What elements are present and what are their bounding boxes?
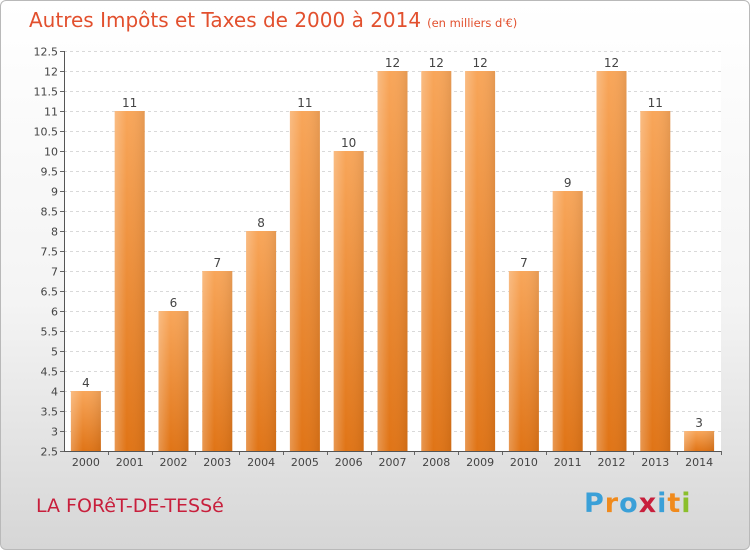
y-tick-label: 5.5 [41,326,59,339]
x-tick-label: 2006 [335,456,363,469]
y-tick-label: 12 [44,66,58,79]
y-tick-label: 4.5 [41,366,59,379]
y-tick-label: 3 [51,426,58,439]
x-tick-label: 2010 [510,456,538,469]
y-tick-label: 8.5 [41,206,59,219]
bar-shading [158,311,189,451]
bar-shading [246,231,277,451]
data-label: 12 [429,56,444,70]
logo-letter: o [619,488,639,519]
y-tick-label: 5 [51,346,58,359]
x-tick-label: 2013 [641,456,669,469]
x-tick-label: 2007 [379,456,407,469]
x-tick-label: 2012 [598,456,626,469]
data-label: 4 [82,376,90,390]
data-label: 10 [341,136,356,150]
bar-shading [465,71,496,451]
data-label: 9 [564,176,572,190]
bar-shading [202,271,233,451]
data-label: 7 [520,256,528,270]
title-block: Autres Impôts et Taxes de 2000 à 2014 (en… [29,8,517,32]
data-label: 7 [213,256,221,270]
bar-shading [377,71,408,451]
bar-shading [70,391,101,451]
data-label: 12 [604,56,619,70]
bar-shading [508,271,539,451]
data-label: 6 [170,296,178,310]
y-tick-label: 4 [51,386,58,399]
y-tick-label: 9.5 [41,166,59,179]
bar-shading [421,71,452,451]
y-tick-label: 10.5 [34,126,59,139]
logo-letter: i [657,488,668,519]
data-label: 11 [122,96,137,110]
bars: 4 11 6 7 8 11 10 12 12 12 7 9 12 11 3 [70,56,715,451]
x-tick-label: 2004 [247,456,275,469]
data-label: 11 [297,96,312,110]
y-tick-label: 6 [51,306,58,319]
y-tick-label: 11.5 [34,86,59,99]
y-tick-label: 8 [51,226,58,239]
x-tick-label: 2011 [554,456,582,469]
x-tick-label: 2005 [291,456,319,469]
bar-shading [640,111,671,451]
data-label: 3 [695,416,703,430]
logo-letter: i [681,488,692,519]
y-tick-label: 11 [44,106,58,119]
logo-letter: t [667,488,682,519]
bar-shading [684,431,715,451]
bar-shading [596,71,627,451]
data-label: 11 [648,96,663,110]
x-tick-label: 2014 [685,456,713,469]
logo-letter: P [584,488,605,519]
x-tick-label: 2003 [203,456,231,469]
bar-shading [114,111,145,451]
x-tick-label: 2002 [160,456,188,469]
y-tick-label: 7.5 [41,246,59,259]
bar-shading [333,151,364,451]
logo-letter: r [604,488,620,519]
y-tick-label: 3.5 [41,406,59,419]
y-tick-label: 6.5 [41,286,59,299]
chart-subtitle: (en milliers d'€) [427,16,518,30]
x-tick-label: 2000 [72,456,100,469]
data-label: 12 [385,56,400,70]
proxiti-logo: Proxiti [584,488,692,519]
commune-name: LA FORêT-DE-TESSé [36,495,224,517]
x-tick-label: 2009 [466,456,494,469]
y-tick-label: 2.5 [41,446,59,459]
chart-title: Autres Impôts et Taxes de 2000 à 2014 [29,8,422,32]
data-label: 8 [257,216,265,230]
bar-shading [289,111,320,451]
logo-letter: x [638,488,658,519]
bar-shading [552,191,583,451]
y-tick-label: 12.5 [34,46,59,59]
y-tick-label: 7 [51,266,58,279]
data-label: 12 [472,56,487,70]
x-tick-label: 2008 [422,456,450,469]
axes: 2.5 3 3.5 4 4.5 5 5.5 6 6.5 7 7.5 8 8.5 9 9.5 10 10.5 11 1… [34,46,722,469]
x-tick-label: 2001 [116,456,144,469]
y-tick-label: 10 [44,146,58,159]
y-tick-label: 9 [51,186,58,199]
